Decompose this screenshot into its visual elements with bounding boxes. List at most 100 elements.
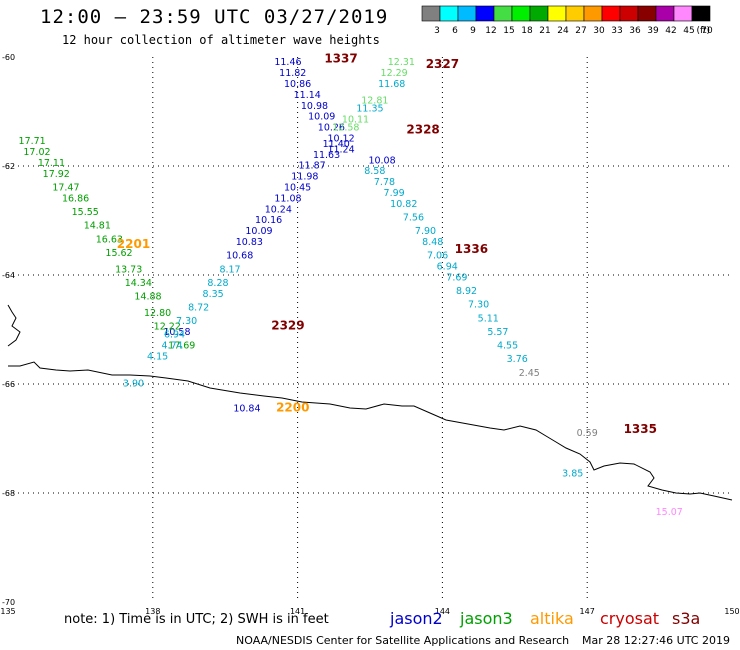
wave-height-point: 8.58 (364, 166, 385, 177)
wave-height-point: 13.73 (115, 264, 142, 275)
legend-jason3: jason3 (460, 609, 513, 628)
wave-height-point: 7.56 (403, 213, 424, 224)
y-tick-label: -68 (2, 489, 15, 498)
footnote: note: 1) Time is in UTC; 2) SWH is in fe… (64, 612, 329, 627)
credit-line: NOAA/NESDIS Center for Satellite Applica… (236, 634, 570, 647)
colorbar-tick-label: 45 (683, 26, 694, 36)
legend-jason2: jason2 (390, 609, 443, 628)
colorbar-tick-label: 39 (647, 26, 659, 36)
wave-height-point: 11.24 (327, 144, 354, 155)
track-time-label: 2201 (117, 237, 150, 251)
wave-height-point: 16.86 (62, 193, 89, 204)
y-tick-label: -60 (2, 53, 15, 62)
colorbar-tick-label: 33 (611, 26, 622, 36)
wave-height-point: 17.02 (23, 147, 50, 158)
wave-height-point: 12.80 (144, 308, 171, 319)
legend-altika: altika (530, 609, 574, 628)
wave-height-point: 11.35 (356, 104, 383, 115)
track-time-label: 2200 (276, 400, 309, 414)
colorbar-tick-label: 30 (593, 26, 605, 36)
y-tick-label: -70 (2, 598, 15, 607)
track-time-label: 2327 (426, 57, 459, 71)
track-time-label: 1336 (455, 242, 488, 256)
wave-height-point: 10.11 (342, 114, 369, 125)
wave-height-point: 8.28 (207, 278, 228, 289)
wave-height-point: 17.69 (168, 341, 195, 352)
wave-height-point: 11.63 (313, 150, 340, 161)
wave-height-point: 17.92 (43, 169, 70, 180)
generated-timestamp: Mar 28 12:27:46 UTC 2019 (582, 634, 730, 647)
y-tick-label: -64 (2, 271, 15, 280)
colorbar-tick-label: 24 (557, 26, 569, 36)
wave-height-point: 11.08 (274, 193, 301, 204)
wave-height-point: 12.31 (388, 57, 415, 68)
wave-height-point: 10.58 (163, 327, 190, 338)
wave-height-point: 15.55 (72, 207, 99, 218)
wave-height-point: 10.98 (301, 101, 328, 112)
colorbar-tick-label: 6 (452, 26, 458, 36)
x-tick-label: 147 (580, 607, 595, 616)
wave-height-point: 10.45 (284, 183, 311, 194)
wave-height-point: 10.16 (255, 215, 282, 226)
wave-height-point: 5.57 (487, 327, 508, 338)
colorbar-tick-label: 15 (503, 26, 514, 36)
wave-height-point: 11.46 (274, 57, 301, 68)
wave-height-point: 10.24 (265, 204, 292, 215)
wave-height-point: 8.72 (188, 302, 209, 313)
plot-area (8, 57, 732, 602)
wave-height-point: 10.68 (226, 251, 253, 262)
wave-height-point: 10.12 (327, 133, 354, 144)
x-tick-label: 138 (145, 607, 160, 616)
colorbar-tick-label: 21 (539, 26, 550, 36)
wave-height-point: 10.09 (245, 226, 272, 237)
page-subtitle: 12 hour collection of altimeter wave hei… (62, 33, 380, 47)
wave-height-point: 11.87 (298, 161, 325, 172)
y-tick-label: -62 (2, 162, 15, 171)
colorbar-tick-label: 27 (575, 26, 586, 36)
track-time-label: 1337 (324, 51, 357, 65)
wave-height-point: 11.98 (291, 172, 318, 183)
wave-height-point: 11.14 (294, 90, 321, 101)
wave-height-point: 8.17 (219, 264, 240, 275)
colorbar-swatch (691, 5, 711, 22)
wave-height-point: 7.99 (384, 188, 405, 199)
wave-height-point: 7.30 (176, 316, 197, 327)
wave-height-point: 8.92 (456, 286, 477, 297)
wave-height-point: 14.88 (134, 292, 161, 303)
wave-height-point: 6.94 (164, 330, 185, 341)
x-tick-label: 144 (435, 607, 450, 616)
track-time-label: 1335 (624, 422, 657, 436)
colorbar-tick-label: 12 (485, 26, 496, 36)
wave-height-point: 12.22 (154, 322, 181, 333)
page-title: 12:00 – 23:59 UTC 03/27/2019 (40, 6, 389, 28)
wave-height-point: 7.78 (374, 177, 395, 188)
x-tick-label: 135 (0, 607, 15, 616)
wave-height-point: 7.30 (468, 300, 489, 311)
wave-height-point: 7.90 (415, 226, 436, 237)
colorbar-tick-label: 70 (701, 26, 713, 36)
wave-height-point: 7.69 (446, 272, 467, 283)
wave-height-point: 2.45 (519, 368, 540, 379)
wave-height-point: 10.26 (318, 123, 345, 134)
wave-height-point: 15.07 (656, 507, 683, 518)
wave-height-point: 7.06 (427, 251, 448, 262)
x-tick-label: 141 (290, 607, 305, 616)
wave-height-point: 17.11 (38, 158, 65, 169)
wave-height-point: 12.58 (332, 123, 359, 134)
coastline (8, 361, 733, 501)
wave-height-point: 4.15 (147, 351, 168, 362)
wave-height-point: 4.55 (497, 341, 518, 352)
wave-height-point: 8.35 (203, 289, 224, 300)
colorbar-tick-label: 3 (434, 26, 440, 36)
colorbar-tick-label: 42 (665, 26, 676, 36)
colorbar: 3 6 9 12 15 18 21 24 27 30 33 36 39 42 45 70(ft) (421, 5, 713, 36)
wave-height-point: 10.09 (308, 112, 335, 123)
wave-height-point: 15.62 (105, 248, 132, 259)
wave-height-point: 14.81 (84, 221, 111, 232)
colorbar-tick-label: 36 (629, 26, 641, 36)
wave-height-point: 3.85 (562, 469, 583, 480)
wave-height-point: 14.34 (125, 278, 152, 289)
wave-height-point: 5.11 (478, 313, 499, 324)
